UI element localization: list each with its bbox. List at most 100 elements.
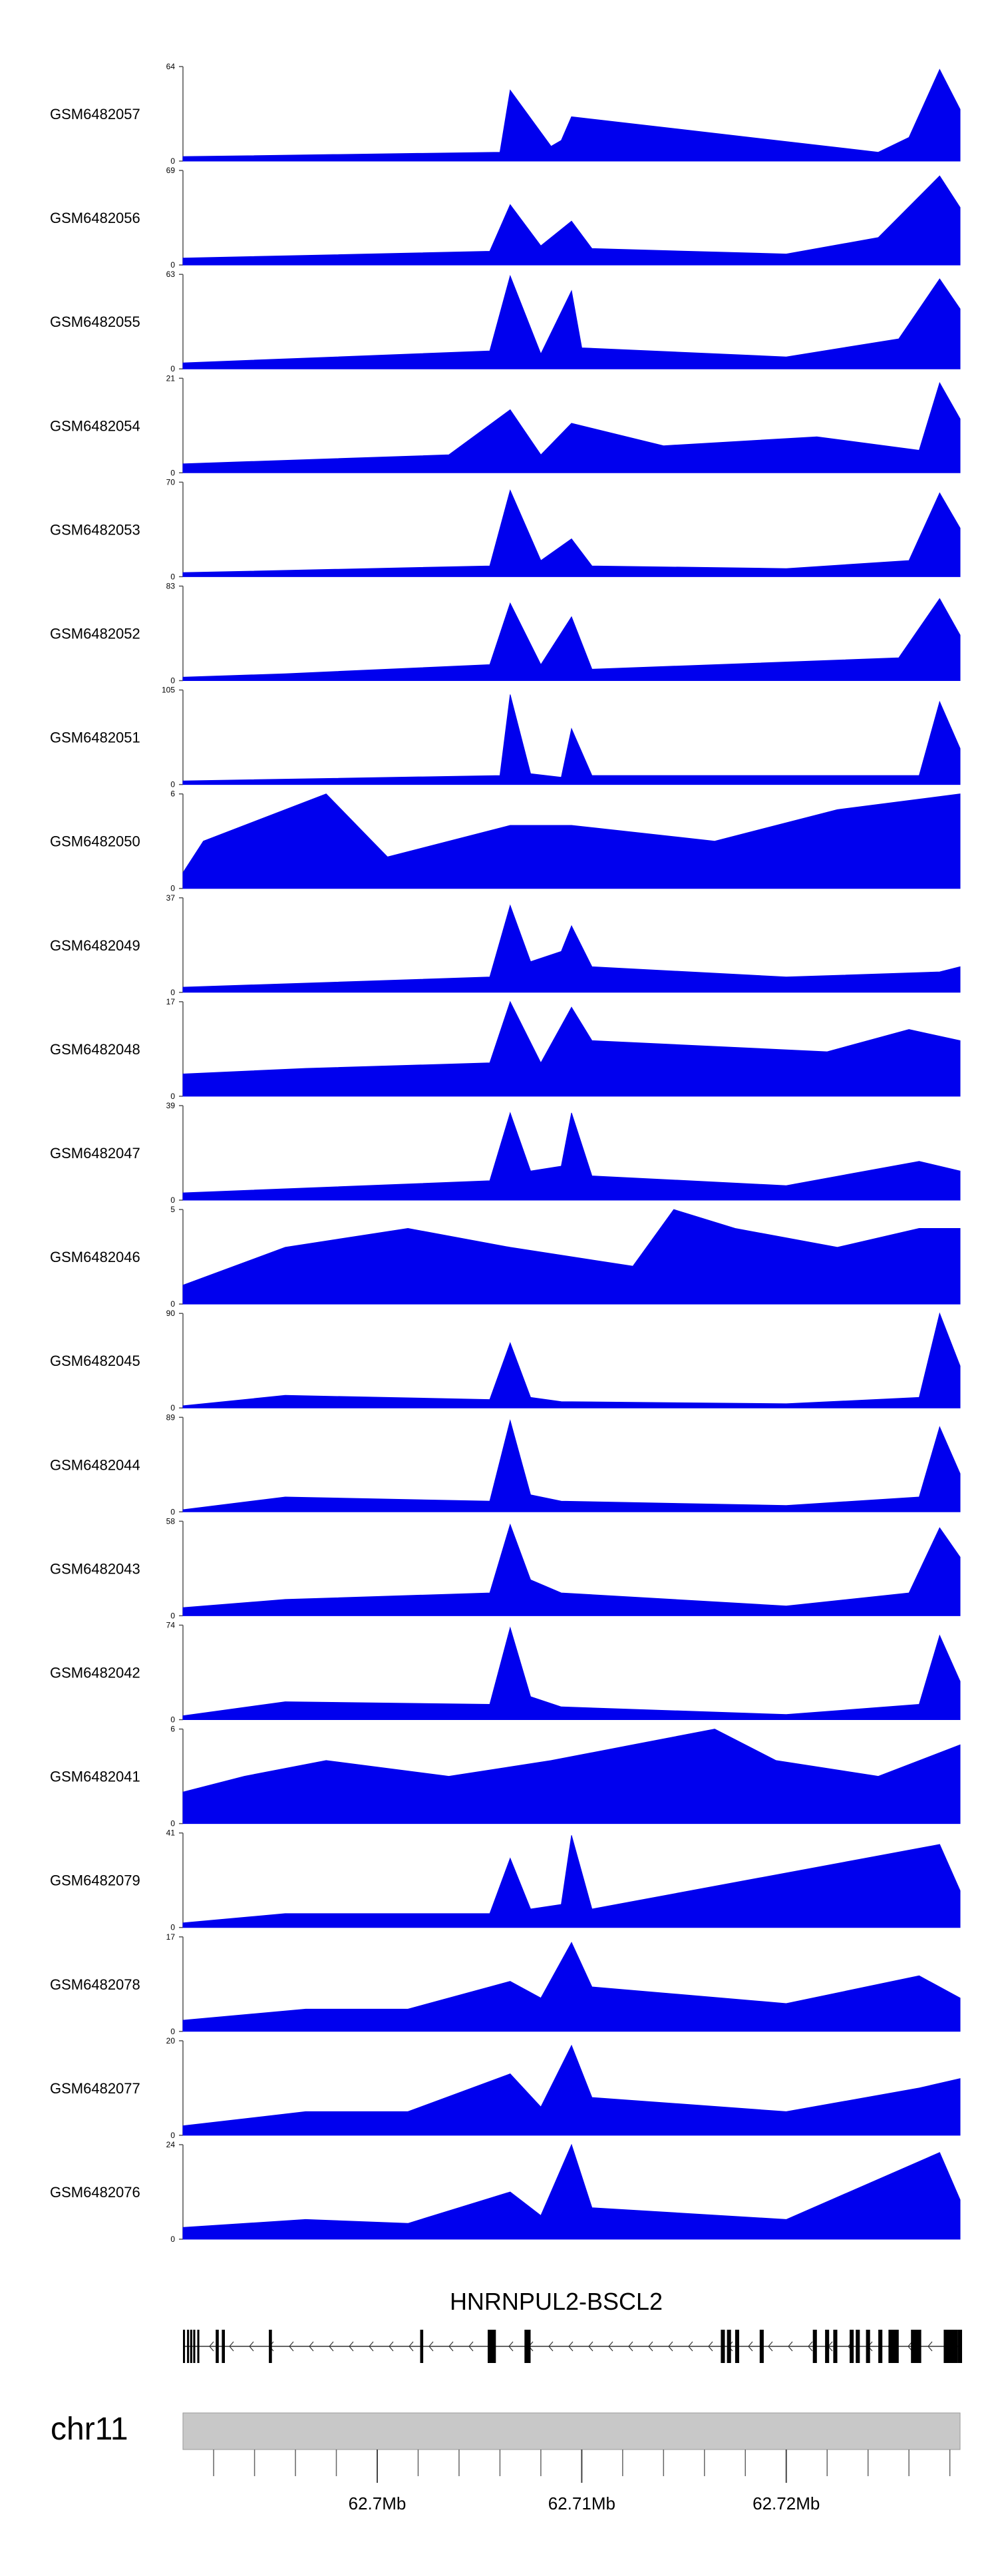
- strand-arrow: [448, 2341, 454, 2352]
- gene-exon: [943, 2330, 958, 2363]
- chromosome-label: chr11: [51, 2412, 128, 2447]
- strand-arrow: [329, 2341, 334, 2352]
- track-GSM6482077: GSM6482077 20 0: [50, 2036, 961, 2140]
- track-GSM6482050: GSM6482050 6 0: [50, 789, 961, 893]
- axis-ticks: 62.7Mb 62.71Mb 62.72Mb: [213, 2450, 951, 2513]
- strand-arrow: [688, 2341, 693, 2352]
- track-label: GSM6482050: [50, 833, 140, 850]
- y-min-label: 0: [170, 884, 175, 893]
- track-label: GSM6482047: [50, 1145, 140, 1162]
- y-max-label: 20: [166, 2036, 176, 2045]
- track-GSM6482078: GSM6482078 17 0: [50, 1932, 961, 2036]
- y-max-label: 64: [166, 62, 176, 71]
- track-label: GSM6482049: [50, 937, 140, 954]
- track-GSM6482048: GSM6482048 17 0: [50, 997, 961, 1101]
- strand-arrow: [588, 2341, 593, 2352]
- track-label: GSM6482077: [50, 2080, 140, 2097]
- y-min-label: 0: [170, 780, 175, 789]
- gene-name-label: HNRNPUL2-BSCL2: [450, 2288, 663, 2315]
- gene-exon: [193, 2330, 196, 2363]
- track-GSM6482042: GSM6482042 74 0: [50, 1621, 961, 1725]
- y-max-label: 41: [166, 1828, 176, 1838]
- y-max-label: 6: [170, 1725, 175, 1734]
- strand-arrow: [468, 2341, 474, 2352]
- track-label: GSM6482045: [50, 1353, 140, 1369]
- strand-arrow: [768, 2341, 773, 2352]
- strand-arrow: [508, 2341, 514, 2352]
- y-max-label: 58: [166, 1516, 176, 1526]
- coverage-area: [182, 2143, 961, 2240]
- gene-exon: [420, 2330, 424, 2363]
- gene-exon: [856, 2330, 860, 2363]
- y-max-label: 5: [170, 1205, 175, 1214]
- track-label: GSM6482078: [50, 1976, 140, 1993]
- track-GSM6482079: GSM6482079 41 0: [50, 1828, 961, 1932]
- gene-exon: [183, 2330, 186, 2363]
- track-GSM6482043: GSM6482043 58 0: [50, 1516, 961, 1620]
- gene-exon: [187, 2330, 190, 2363]
- y-max-label: 105: [162, 686, 175, 695]
- y-min-label: 0: [170, 2235, 175, 2244]
- track-GSM6482055: GSM6482055 63 0: [50, 270, 961, 373]
- track-label: GSM6482052: [50, 626, 140, 642]
- y-min-label: 0: [170, 988, 175, 997]
- track-label: GSM6482056: [50, 210, 140, 226]
- y-min-label: 0: [170, 1819, 175, 1828]
- y-max-label: 21: [166, 373, 176, 383]
- strand-arrow: [608, 2341, 613, 2352]
- y-min-label: 0: [170, 1195, 175, 1205]
- coverage-area: [182, 1626, 961, 1720]
- y-max-label: 39: [166, 1101, 176, 1110]
- coverage-area: [182, 69, 961, 162]
- gene-exon: [721, 2330, 725, 2363]
- y-min-label: 0: [170, 468, 175, 477]
- track-label: GSM6482054: [50, 417, 140, 434]
- y-max-label: 6: [170, 789, 175, 799]
- coverage-area: [182, 489, 961, 577]
- strand-arrow: [708, 2341, 713, 2352]
- coverage-area: [182, 1835, 961, 1928]
- track-label: GSM6482044: [50, 1456, 140, 1473]
- gene-exon: [197, 2330, 200, 2363]
- track-label: GSM6482043: [50, 1560, 140, 1577]
- strand-arrow: [409, 2341, 414, 2352]
- track-GSM6482053: GSM6482053 70 0: [50, 477, 961, 581]
- strand-arrow: [668, 2341, 673, 2352]
- y-min-label: 0: [170, 1611, 175, 1620]
- strand-arrow: [628, 2341, 633, 2352]
- gene-exon: [812, 2330, 817, 2363]
- strand-arrow: [349, 2341, 354, 2352]
- y-max-label: 70: [166, 477, 176, 487]
- track-label: GSM6482048: [50, 1041, 140, 1058]
- coverage-area: [182, 381, 961, 473]
- gene-exon: [878, 2330, 883, 2363]
- gene-exon: [888, 2330, 899, 2363]
- strand-arrow: [927, 2341, 933, 2352]
- y-max-label: 37: [166, 893, 176, 903]
- coverage-tracks: GSM6482057640GSM6482056690GSM6482055630G…: [50, 62, 961, 2244]
- track-label: GSM6482046: [50, 1249, 140, 1265]
- coverage-area: [182, 1112, 961, 1201]
- gene-exon: [850, 2330, 854, 2363]
- y-max-label: 24: [166, 2140, 176, 2149]
- track-GSM6482041: GSM6482041 6 0: [50, 1725, 961, 1828]
- track-GSM6482047: GSM6482047 39 0: [50, 1101, 961, 1205]
- y-min-label: 0: [170, 1299, 175, 1309]
- strand-arrow: [548, 2341, 554, 2352]
- strand-arrow: [369, 2341, 374, 2352]
- track-label: GSM6482042: [50, 1665, 140, 1681]
- strand-arrow: [428, 2341, 434, 2352]
- gene-exon: [727, 2330, 731, 2363]
- y-max-label: 69: [166, 166, 176, 175]
- y-max-label: 89: [166, 1412, 176, 1422]
- axis-tick-label: 62.72Mb: [752, 2493, 820, 2513]
- track-GSM6482052: GSM6482052 83 0: [50, 582, 961, 686]
- track-label: GSM6482057: [50, 106, 140, 122]
- y-min-label: 0: [170, 2131, 175, 2140]
- y-min-label: 0: [170, 572, 175, 581]
- coverage-area: [182, 1729, 961, 1825]
- gene-exon: [833, 2330, 838, 2363]
- y-min-label: 0: [170, 364, 175, 373]
- gene-exon: [524, 2330, 531, 2363]
